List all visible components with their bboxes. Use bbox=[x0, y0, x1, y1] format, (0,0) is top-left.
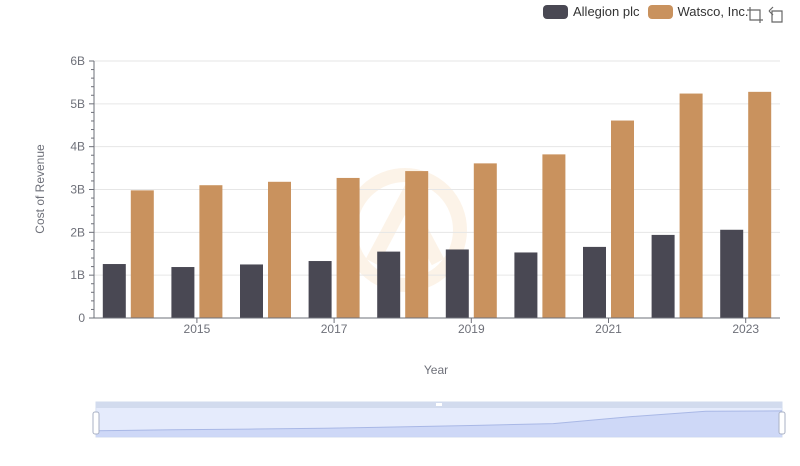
bar-allegion-2023[interactable] bbox=[720, 229, 744, 318]
x-tick-label: 2015 bbox=[184, 322, 211, 336]
watermark-logo bbox=[343, 168, 467, 292]
bar-allegion-2018[interactable] bbox=[377, 251, 401, 318]
bar-allegion-2016[interactable] bbox=[240, 264, 263, 318]
bar-allegion-2017[interactable] bbox=[308, 261, 332, 318]
legend-swatch-allegion bbox=[543, 4, 568, 19]
bar-allegion-2020[interactable] bbox=[514, 252, 538, 318]
bar-allegion-2022[interactable] bbox=[651, 234, 675, 318]
bar-watsco-2018[interactable] bbox=[405, 171, 429, 318]
slider-grip bbox=[436, 403, 442, 406]
bar-watsco-2014[interactable] bbox=[130, 190, 154, 318]
y-tick-label: 3B bbox=[70, 183, 85, 197]
y-tick-label: 2B bbox=[70, 225, 85, 239]
data-zoom-slider[interactable] bbox=[92, 401, 786, 438]
toolbox bbox=[746, 6, 790, 24]
legend-label-watsco: Watsco, Inc. bbox=[677, 4, 749, 19]
crop-zoom-icon[interactable] bbox=[746, 6, 764, 24]
y-axis-title: Cost of Revenue bbox=[33, 144, 47, 234]
x-tick-label: 2019 bbox=[458, 322, 485, 336]
bar-watsco-2023[interactable] bbox=[748, 91, 772, 318]
bar-allegion-2015[interactable] bbox=[171, 267, 195, 318]
legend-item-watsco[interactable]: Watsco, Inc. bbox=[647, 4, 749, 19]
x-axis-title: Year bbox=[424, 363, 448, 377]
bar-watsco-2016[interactable] bbox=[268, 181, 291, 318]
bar-watsco-2022[interactable] bbox=[679, 93, 703, 318]
restore-icon[interactable] bbox=[768, 6, 786, 24]
x-tick-label: 2017 bbox=[321, 322, 348, 336]
slider-preview-area bbox=[96, 410, 782, 437]
y-tick-label: 4B bbox=[70, 140, 85, 154]
y-tick-label: 0 bbox=[78, 311, 85, 325]
bar-watsco-2020[interactable] bbox=[542, 154, 566, 318]
bar-watsco-2017[interactable] bbox=[336, 177, 360, 318]
legend-swatch-watsco bbox=[647, 4, 673, 19]
x-tick-label: 2021 bbox=[595, 322, 622, 336]
y-tick-label: 6B bbox=[70, 54, 85, 68]
y-tick-label: 5B bbox=[70, 97, 85, 111]
bar-watsco-2015[interactable] bbox=[199, 185, 223, 318]
legend-item-allegion[interactable]: Allegion plc bbox=[543, 4, 640, 19]
x-tick-label: 2023 bbox=[732, 322, 759, 336]
bar-watsco-2019[interactable] bbox=[473, 163, 497, 318]
slider-preview-line bbox=[95, 410, 783, 432]
legend-label-allegion: Allegion plc bbox=[573, 4, 640, 19]
bar-allegion-2019[interactable] bbox=[445, 249, 469, 318]
slider-handle-left[interactable] bbox=[92, 411, 100, 435]
legend: Allegion plc Watsco, Inc. bbox=[543, 4, 757, 19]
bar-allegion-2014[interactable] bbox=[102, 264, 126, 318]
bar-allegion-2021[interactable] bbox=[583, 246, 606, 318]
slider-handle-right[interactable] bbox=[778, 411, 786, 435]
bar-watsco-2021[interactable] bbox=[611, 120, 634, 318]
y-tick-label: 1B bbox=[70, 268, 85, 282]
